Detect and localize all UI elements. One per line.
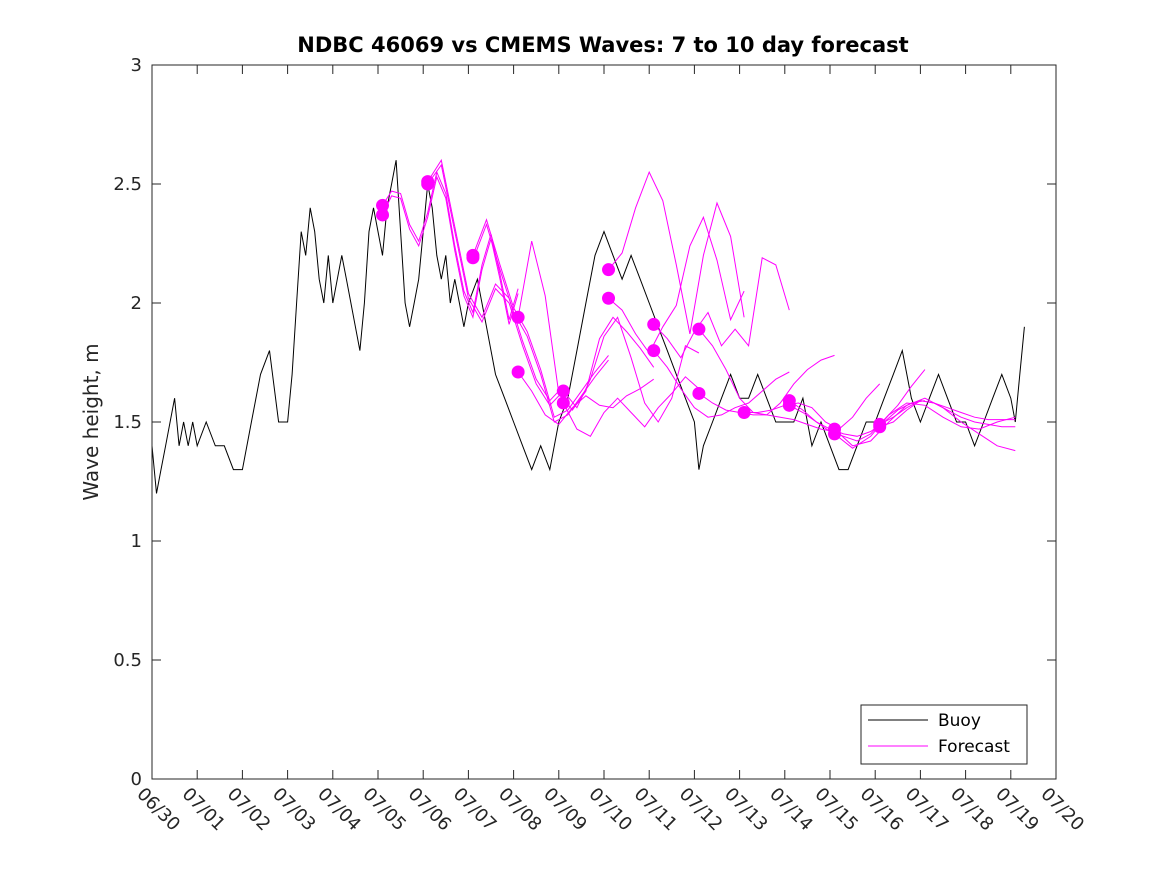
forecast-marker	[692, 386, 706, 400]
forecast-marker	[873, 420, 887, 434]
forecast-series-line	[608, 215, 745, 354]
forecast-marker	[647, 344, 661, 358]
x-tick-label: 07/15	[810, 784, 862, 836]
x-tick-label: 07/01	[178, 784, 230, 836]
forecast-marker	[828, 427, 842, 441]
y-tick-label: 1	[131, 531, 142, 552]
forecast-series-line	[562, 316, 700, 423]
x-tick-label: 07/14	[765, 784, 817, 836]
x-tick-label: 07/20	[1036, 784, 1088, 836]
forecast-marker	[782, 398, 796, 412]
forecast-marker	[466, 251, 480, 265]
x-tick-label: 07/09	[539, 784, 591, 836]
y-tick-label: 0.5	[113, 650, 142, 671]
y-tick-label: 1.5	[113, 412, 142, 433]
forecast-marker	[556, 384, 570, 398]
forecast-marker	[511, 365, 525, 379]
forecast-series-line	[879, 400, 1016, 428]
y-tick-label: 2	[131, 293, 142, 314]
forecast-marker	[737, 405, 751, 419]
forecast-series-line	[382, 175, 519, 325]
forecast-series-line	[472, 222, 609, 423]
x-tick-label: 07/08	[494, 784, 546, 836]
forecast-series-line	[472, 218, 609, 418]
x-tick-label: 07/02	[223, 784, 275, 836]
x-tick-label: 07/19	[991, 784, 1043, 836]
forecast-marker	[647, 317, 661, 331]
y-tick-label: 0	[131, 769, 142, 790]
forecast-series-line	[427, 158, 564, 402]
forecast-series-line	[517, 371, 654, 426]
forecast-marker	[421, 177, 435, 191]
forecast-series-line	[608, 170, 745, 334]
y-tick-label: 3	[131, 55, 142, 76]
forecast-marker	[376, 198, 390, 212]
plot-area	[151, 158, 1025, 494]
forecast-marker	[692, 322, 706, 336]
x-tick-label: 06/30	[132, 784, 184, 836]
forecast-series-line	[789, 400, 925, 437]
forecast-marker	[602, 263, 616, 277]
legend-buoy-label: Buoy	[938, 711, 981, 731]
x-tick-label: 07/03	[268, 784, 320, 836]
x-tick-label: 07/16	[856, 784, 908, 836]
x-tick-label: 07/13	[720, 784, 772, 836]
forecast-series-line	[879, 400, 1016, 428]
forecast-series-line	[789, 369, 926, 442]
x-tick-label: 07/17	[901, 784, 953, 836]
x-tick-label: 07/12	[675, 784, 727, 836]
buoy-series-line	[151, 160, 1025, 494]
forecast-series-line	[382, 170, 519, 320]
forecast-series-line	[562, 376, 700, 437]
y-axis-label: Wave height, m	[79, 343, 103, 500]
forecast-series-line	[698, 392, 835, 432]
x-tick-label: 07/11	[630, 784, 682, 836]
x-tick-label: 07/10	[584, 784, 636, 836]
x-tick-label: 07/07	[449, 784, 501, 836]
legend-box	[860, 704, 1028, 765]
forecast-marker	[376, 208, 390, 222]
chart-title: NDBC 46069 vs CMEMS Waves: 7 to 10 day f…	[297, 33, 908, 57]
forecast-marker	[602, 291, 616, 305]
forecast-marker	[511, 310, 525, 324]
legend: Buoy Forecast	[860, 704, 1028, 765]
forecast-series-line	[653, 257, 790, 359]
forecast-series-line	[517, 240, 655, 411]
forecast-series-line	[698, 328, 835, 416]
forecast-series-line	[834, 402, 1016, 449]
legend-forecast-label: Forecast	[938, 737, 1010, 757]
forecast-marker	[556, 396, 570, 410]
x-tick-label: 07/06	[404, 784, 456, 836]
forecast-series-line	[744, 383, 881, 430]
x-tick-label: 07/18	[946, 784, 998, 836]
forecast-series-line	[427, 163, 564, 407]
x-tick-label: 07/04	[313, 784, 365, 836]
y-tick-label: 2.5	[113, 174, 142, 195]
forecast-series-line	[834, 397, 1016, 452]
x-tick-label: 07/05	[358, 784, 410, 836]
forecast-series-line	[653, 350, 790, 418]
